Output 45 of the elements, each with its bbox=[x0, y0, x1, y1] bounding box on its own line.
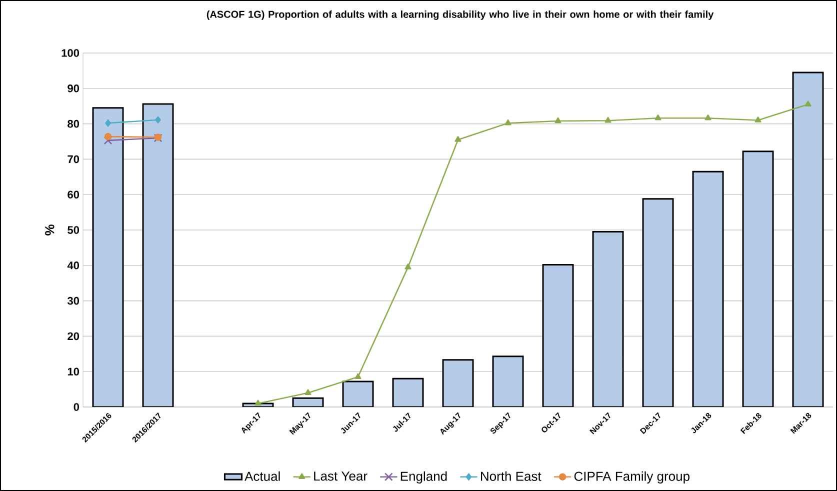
point bbox=[654, 114, 662, 120]
bar bbox=[392, 378, 424, 407]
y-tick-label: 40 bbox=[67, 262, 80, 270]
bar bbox=[492, 356, 524, 407]
y-tick-label: 20 bbox=[68, 332, 80, 340]
point bbox=[554, 117, 562, 124]
y-tick-label: 0 bbox=[74, 403, 80, 411]
chart-title: (ASCOF 1G) Proportion of adults with a learning disability who live in their own home or with their family bbox=[206, 10, 714, 20]
bar bbox=[542, 264, 574, 407]
point bbox=[254, 400, 262, 406]
bar bbox=[742, 150, 774, 407]
legend-label: Last Year bbox=[314, 472, 368, 481]
y-tick-label: 80 bbox=[68, 120, 80, 128]
y-tick-label: 90 bbox=[68, 84, 80, 92]
point bbox=[504, 119, 512, 126]
bar bbox=[692, 170, 724, 407]
point bbox=[105, 119, 111, 127]
y-tick-label: 60 bbox=[68, 190, 80, 198]
legend-label: England bbox=[400, 471, 447, 484]
point bbox=[704, 114, 712, 120]
point bbox=[354, 373, 362, 380]
y-tick-label: 50 bbox=[68, 226, 80, 234]
y-axis-title: % bbox=[45, 224, 54, 236]
y-tick-label: 10 bbox=[68, 368, 80, 376]
bar bbox=[792, 72, 824, 407]
bar bbox=[642, 198, 674, 407]
bar bbox=[592, 231, 624, 407]
point bbox=[104, 136, 112, 145]
point bbox=[804, 100, 812, 106]
legend-label: Actual bbox=[244, 471, 280, 481]
y-tick-label: 100 bbox=[62, 49, 80, 57]
point bbox=[454, 136, 462, 142]
point bbox=[754, 116, 762, 122]
y-tick-label: 70 bbox=[68, 155, 80, 164]
point bbox=[104, 132, 112, 140]
point bbox=[304, 389, 312, 395]
bar bbox=[142, 103, 174, 407]
bar bbox=[92, 107, 124, 407]
bar bbox=[442, 359, 474, 407]
y-tick-label: 30 bbox=[67, 296, 80, 305]
legend-label: North East bbox=[481, 471, 542, 481]
legend-label: CIPFA Family group bbox=[574, 471, 690, 484]
point bbox=[604, 116, 612, 123]
point bbox=[155, 116, 161, 124]
point bbox=[404, 264, 412, 270]
